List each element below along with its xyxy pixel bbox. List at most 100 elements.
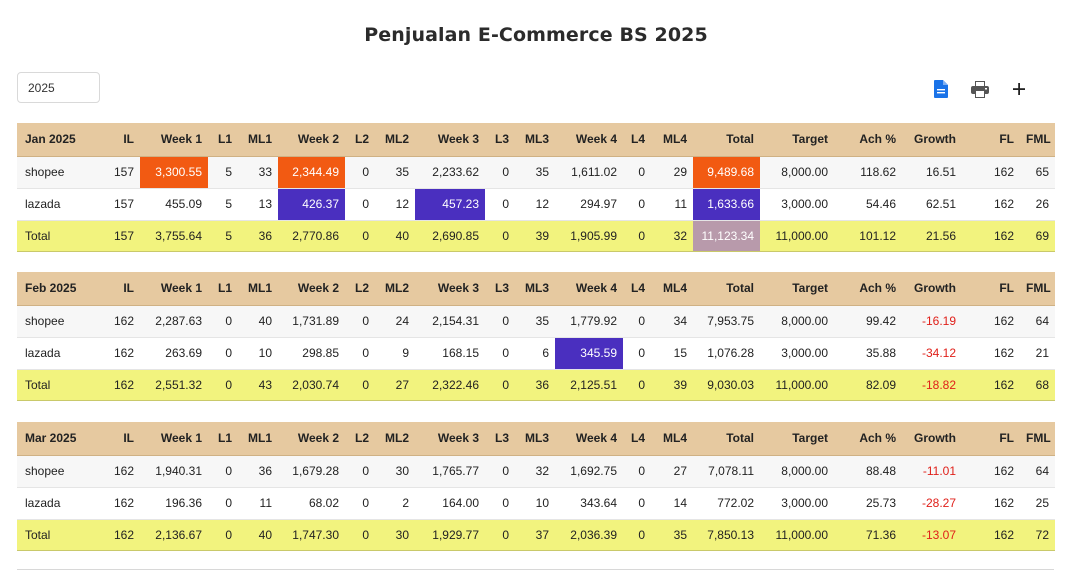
column-header[interactable]: Growth [902,272,962,306]
column-header[interactable]: Week 2 [278,272,345,306]
table-cell: 26 [1020,188,1055,221]
table-row: shopee 157 3,300.55 5 33 2,344.49 0 35 2,233.62 0… [17,156,1080,189]
table-cell: 36 [238,455,278,488]
year-input[interactable] [17,72,100,103]
column-header[interactable]: ML3 [515,272,555,306]
table-cell: 2,125.51 [555,369,623,401]
column-header[interactable]: Week 1 [140,272,208,306]
table-cell: 0 [345,220,375,252]
column-header[interactable]: Week 2 [278,123,345,157]
column-header[interactable]: L4 [623,422,651,456]
column-header[interactable]: Ach % [834,272,902,306]
table-row: lazada 157 455.09 5 13 426.37 0 12 457.23 0 12 294.… [17,188,1080,221]
column-header[interactable]: Total [693,272,760,306]
table-cell: 0 [208,487,238,520]
header-row: Jan 2025 IL Week 1 L1 ML1 Week 2 L2 ML2 Week 3 L3… [17,123,1080,157]
column-header[interactable]: IL [92,123,140,157]
table-row: shopee 162 2,287.63 0 40 1,731.89 0 24 2,154.31 0… [17,305,1080,338]
row-label: Total [17,220,92,252]
column-header[interactable]: ML2 [375,422,415,456]
column-header[interactable]: FML [1020,422,1055,456]
table-cell: 9 [375,337,415,370]
column-header[interactable]: Ach % [834,123,902,157]
print-button[interactable] [967,78,993,100]
table-cell: 33 [238,156,278,189]
month-label: Jan 2025 [17,123,92,157]
table-cell: 13 [238,188,278,221]
column-header[interactable]: L1 [208,123,238,157]
column-header[interactable]: L4 [623,123,651,157]
column-header[interactable]: Week 2 [278,422,345,456]
column-header[interactable]: ML3 [515,123,555,157]
table-cell: -11.01 [902,455,962,488]
column-header[interactable]: FL [962,123,1020,157]
column-header[interactable]: L1 [208,272,238,306]
column-header[interactable]: ML1 [238,422,278,456]
column-header[interactable]: Target [760,272,834,306]
table-cell: 24 [375,305,415,338]
month-label: Mar 2025 [17,422,92,456]
table-cell: 7,078.11 [693,455,760,488]
column-header[interactable]: L3 [485,272,515,306]
export-button[interactable] [928,78,954,100]
column-header[interactable]: ML2 [375,123,415,157]
column-header[interactable]: IL [92,422,140,456]
table-cell: 1,905.99 [555,220,623,252]
column-header[interactable]: L2 [345,123,375,157]
table-cell: 68.02 [278,487,345,520]
column-header[interactable]: Week 3 [415,422,485,456]
month-table-jan: Jan 2025 IL Week 1 L1 ML1 Week 2 L2 ML2 Week 3 L3… [17,123,1080,252]
column-header[interactable]: ML4 [651,123,693,157]
column-header[interactable]: L3 [485,422,515,456]
column-header[interactable]: L2 [345,272,375,306]
column-header[interactable]: L3 [485,123,515,157]
column-header[interactable]: Week 4 [555,123,623,157]
table-cell: 0 [208,337,238,370]
table-cell: 2,233.62 [415,156,485,189]
table-cell: 164.00 [415,487,485,520]
column-header[interactable]: L1 [208,422,238,456]
table-cell: 68 [1020,369,1055,401]
table-cell: 27 [375,369,415,401]
column-header[interactable]: FL [962,272,1020,306]
column-header[interactable]: Ach % [834,422,902,456]
column-header[interactable]: Week 3 [415,272,485,306]
column-header[interactable]: Target [760,422,834,456]
table-cell: 3,755.64 [140,220,208,252]
column-header[interactable]: FL [962,422,1020,456]
column-header[interactable]: Target [760,123,834,157]
column-header[interactable]: Week 4 [555,422,623,456]
column-header[interactable]: Total [693,422,760,456]
table-cell: -34.12 [902,337,962,370]
column-header[interactable]: L2 [345,422,375,456]
table-cell: 162 [962,337,1020,370]
column-header[interactable]: Week 4 [555,272,623,306]
table-cell: 7,850.13 [693,519,760,551]
column-header[interactable]: Growth [902,123,962,157]
table-cell: 1,076.28 [693,337,760,370]
column-header[interactable]: Week 1 [140,123,208,157]
add-button[interactable] [1006,78,1032,100]
column-header[interactable]: IL [92,272,140,306]
table-cell: 298.85 [278,337,345,370]
table-cell: 0 [208,369,238,401]
column-header[interactable]: ML3 [515,422,555,456]
column-header[interactable]: FML [1020,272,1055,306]
total-row: Total 162 2,551.32 0 43 2,030.74 0 27 2,322.46 0 3… [17,369,1080,401]
table-cell: 11,000.00 [760,519,834,551]
column-header[interactable]: ML1 [238,123,278,157]
column-header[interactable]: ML4 [651,422,693,456]
table-cell: 1,765.77 [415,455,485,488]
column-header[interactable]: FML [1020,123,1055,157]
column-header[interactable]: Growth [902,422,962,456]
column-header[interactable]: ML4 [651,272,693,306]
column-header[interactable]: ML2 [375,272,415,306]
column-header[interactable]: ML1 [238,272,278,306]
table-cell: 2 [375,487,415,520]
row-label: lazada [17,487,92,520]
column-header[interactable]: Total [693,123,760,157]
table-cell: 39 [651,369,693,401]
column-header[interactable]: L4 [623,272,651,306]
column-header[interactable]: Week 3 [415,123,485,157]
column-header[interactable]: Week 1 [140,422,208,456]
